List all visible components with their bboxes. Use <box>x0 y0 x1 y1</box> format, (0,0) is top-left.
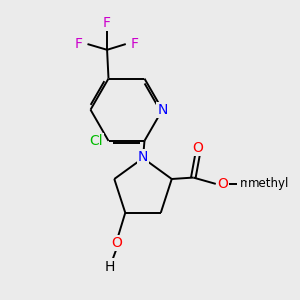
Text: O: O <box>217 177 228 191</box>
Text: O: O <box>111 236 122 250</box>
Text: methyl: methyl <box>240 177 281 190</box>
Text: F: F <box>103 16 111 30</box>
Text: O: O <box>192 141 203 154</box>
Text: F: F <box>131 37 139 51</box>
Text: H: H <box>105 260 115 274</box>
Text: N: N <box>138 150 148 164</box>
Text: N: N <box>157 103 168 117</box>
Text: F: F <box>74 37 82 51</box>
Text: methyl: methyl <box>248 177 290 190</box>
Text: Cl: Cl <box>90 134 103 148</box>
